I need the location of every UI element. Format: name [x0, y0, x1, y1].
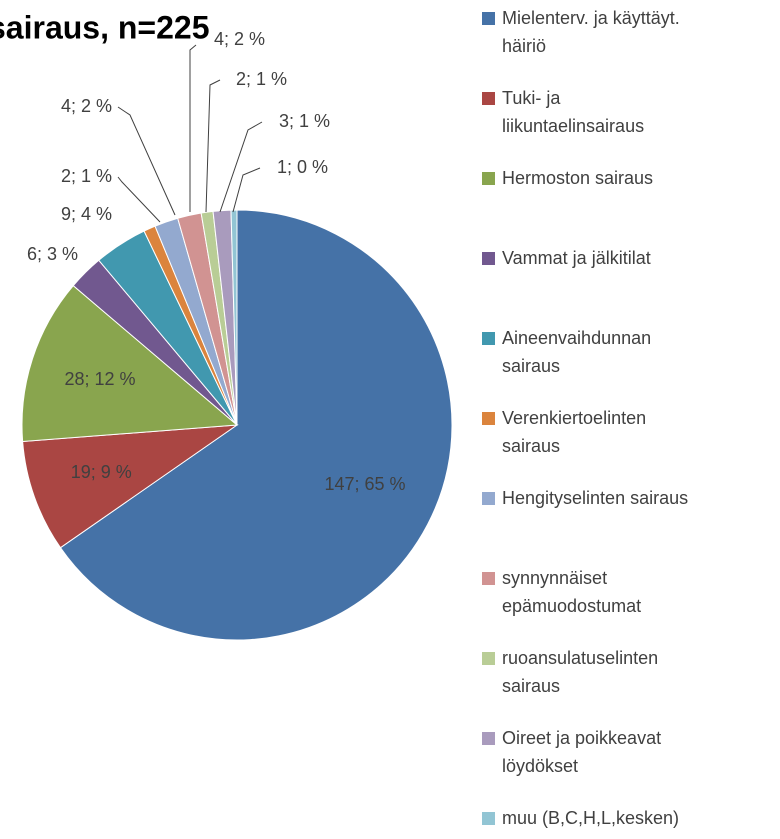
legend-item: Aineenvaihdunnan sairaus [482, 324, 772, 380]
legend-label: Tuki- ja liikuntaelinsairaus [502, 88, 645, 136]
legend-label: Verenkiertoelinten sairaus [502, 408, 647, 456]
pie-slice [59, 209, 453, 641]
leader-line [189, 44, 197, 212]
legend-label: Aineenvaihdunnan sairaus [502, 328, 652, 376]
data-label: 1; 0 % [277, 157, 328, 177]
data-label: 3; 1 % [279, 111, 330, 131]
pie-slice [21, 284, 239, 443]
leader-line [205, 79, 221, 213]
data-label: 4; 2 % [61, 96, 112, 116]
legend-swatch [482, 732, 495, 745]
legend-item: Hengityselinten sairaus [482, 484, 772, 512]
legend-item: Mielenterv. ja käyttäyt. häiriö [482, 4, 772, 60]
legend-swatch [482, 812, 495, 825]
data-label: 2; 1 % [236, 69, 287, 89]
leader-line [232, 167, 261, 213]
leader-line [219, 121, 263, 213]
legend-item: ruoansulatuselinten sairaus [482, 644, 772, 700]
legend-label: synnynnäiset epämuodostumat [502, 568, 642, 616]
data-label: 4; 2 % [214, 29, 265, 49]
legend-item: synnynnäiset epämuodostumat [482, 564, 772, 620]
pie-slice [22, 424, 239, 549]
legend-swatch [482, 652, 495, 665]
legend-label: muu (B,C,H,L,kesken) [502, 808, 680, 828]
legend-label: Hengityselinten sairaus [502, 488, 689, 508]
legend-swatch [482, 172, 495, 185]
data-label: 2; 1 % [61, 166, 112, 186]
data-label: 6; 3 % [27, 244, 78, 264]
data-label: 9; 4 % [61, 204, 112, 224]
legend-swatch [482, 252, 495, 265]
legend-label: Vammat ja jälkitilat [502, 248, 651, 268]
legend-item: muu (B,C,H,L,kesken) [482, 804, 772, 832]
legend-swatch [482, 92, 495, 105]
legend-label: Hermoston sairaus [502, 168, 654, 188]
data-label: 28; 12 % [64, 369, 135, 389]
legend-label: Oireet ja poikkeavat löydökset [502, 728, 662, 776]
legend-item: Verenkiertoelinten sairaus [482, 404, 772, 460]
legend-swatch [482, 332, 495, 345]
data-label: 19; 9 % [71, 462, 132, 482]
leader-line [117, 106, 176, 216]
chart-title: sairaus, n=225 [0, 9, 209, 45]
leader-line [117, 176, 161, 223]
legend-swatch [482, 572, 495, 585]
legend-swatch [482, 492, 495, 505]
legend-item: Hermoston sairaus [482, 164, 772, 192]
legend-swatch [482, 12, 495, 25]
legend-item: Tuki- ja liikuntaelinsairaus [482, 84, 772, 140]
legend-item: Vammat ja jälkitilat [482, 244, 772, 272]
data-label: 147; 65 % [324, 474, 405, 494]
legend-label: ruoansulatuselinten sairaus [502, 648, 659, 696]
legend-label: Mielenterv. ja käyttäyt. häiriö [502, 8, 680, 56]
legend-swatch [482, 412, 495, 425]
legend-item: Oireet ja poikkeavat löydökset [482, 724, 772, 780]
